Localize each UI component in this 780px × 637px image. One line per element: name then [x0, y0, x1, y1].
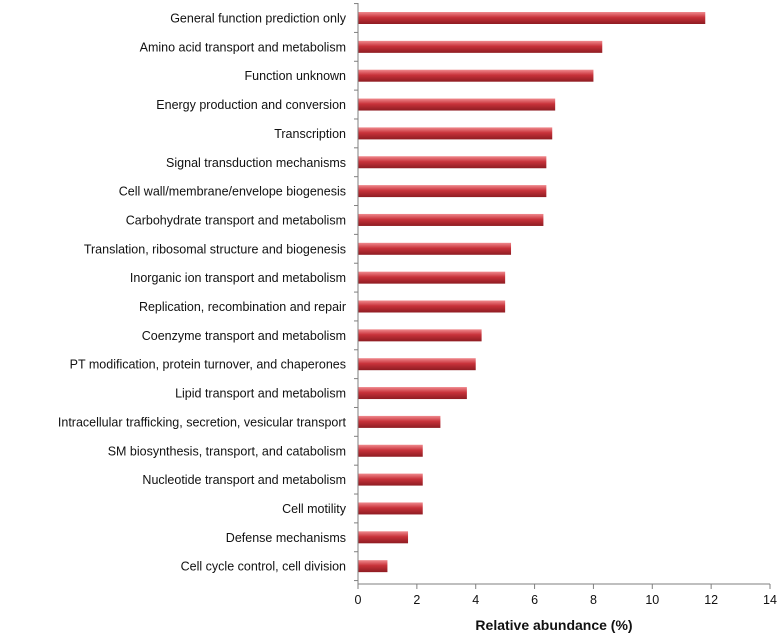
- bar-4: [358, 127, 553, 140]
- category-label: Amino acid transport and metabolism: [140, 40, 346, 54]
- bar-12: [358, 358, 476, 371]
- x-tick-label: 10: [645, 593, 659, 607]
- category-labels: General function prediction only Amino ac…: [58, 12, 347, 574]
- category-label: Translation, ribosomal structure and bio…: [84, 242, 346, 256]
- bar-5: [358, 156, 547, 169]
- category-label: Nucleotide transport and metabolism: [142, 473, 346, 487]
- bar-19: [358, 560, 388, 573]
- category-label: General function prediction only: [170, 12, 347, 26]
- x-tick-label: 0: [355, 593, 362, 607]
- category-label: Cell motility: [282, 502, 347, 516]
- bar-15: [358, 444, 423, 457]
- bars-layer: [358, 12, 706, 573]
- x-tick-label: 14: [763, 593, 777, 607]
- category-label: PT modification, protein turnover, and c…: [70, 358, 346, 372]
- bar-2: [358, 69, 594, 82]
- category-label: Defense mechanisms: [226, 531, 346, 545]
- category-label: Transcription: [274, 127, 346, 141]
- category-label: SM biosynthesis, transport, and cataboli…: [108, 444, 346, 458]
- bar-16: [358, 473, 423, 486]
- bar-13: [358, 387, 467, 400]
- bar-14: [358, 415, 441, 428]
- x-axis-title: Relative abundance (%): [475, 617, 632, 633]
- x-tick-label: 2: [413, 593, 420, 607]
- category-label: Coenzyme transport and metabolism: [142, 329, 346, 343]
- category-label: Signal transduction mechanisms: [166, 156, 346, 170]
- category-label: Inorganic ion transport and metabolism: [130, 271, 346, 285]
- x-tick-label: 12: [704, 593, 718, 607]
- bar-3: [358, 98, 556, 111]
- bar-8: [358, 242, 512, 255]
- category-label: Lipid transport and metabolism: [175, 387, 346, 401]
- bar-9: [358, 271, 506, 284]
- x-tick-label: 4: [472, 593, 479, 607]
- category-label: Replication, recombination and repair: [139, 300, 346, 314]
- category-label: Energy production and conversion: [156, 98, 346, 112]
- bar-11: [358, 329, 482, 342]
- x-tick-label: 6: [531, 593, 538, 607]
- category-label: Carbohydrate transport and metabolism: [126, 213, 346, 227]
- bar-17: [358, 502, 423, 515]
- x-axis: 0 2 4 6 8 10 12 14: [354, 3, 777, 607]
- category-label: Cell cycle control, cell division: [181, 560, 346, 574]
- x-tick-label: 8: [590, 593, 597, 607]
- bar-10: [358, 300, 506, 313]
- bar-1: [358, 40, 603, 53]
- bar-7: [358, 213, 544, 226]
- bar-18: [358, 531, 409, 544]
- bar-0: [358, 12, 706, 24]
- category-label: Cell wall/membrane/envelope biogenesis: [119, 185, 346, 199]
- category-label: Intracellular trafficking, secretion, ve…: [58, 415, 347, 429]
- category-label: Function unknown: [245, 69, 347, 83]
- bar-6: [358, 185, 547, 198]
